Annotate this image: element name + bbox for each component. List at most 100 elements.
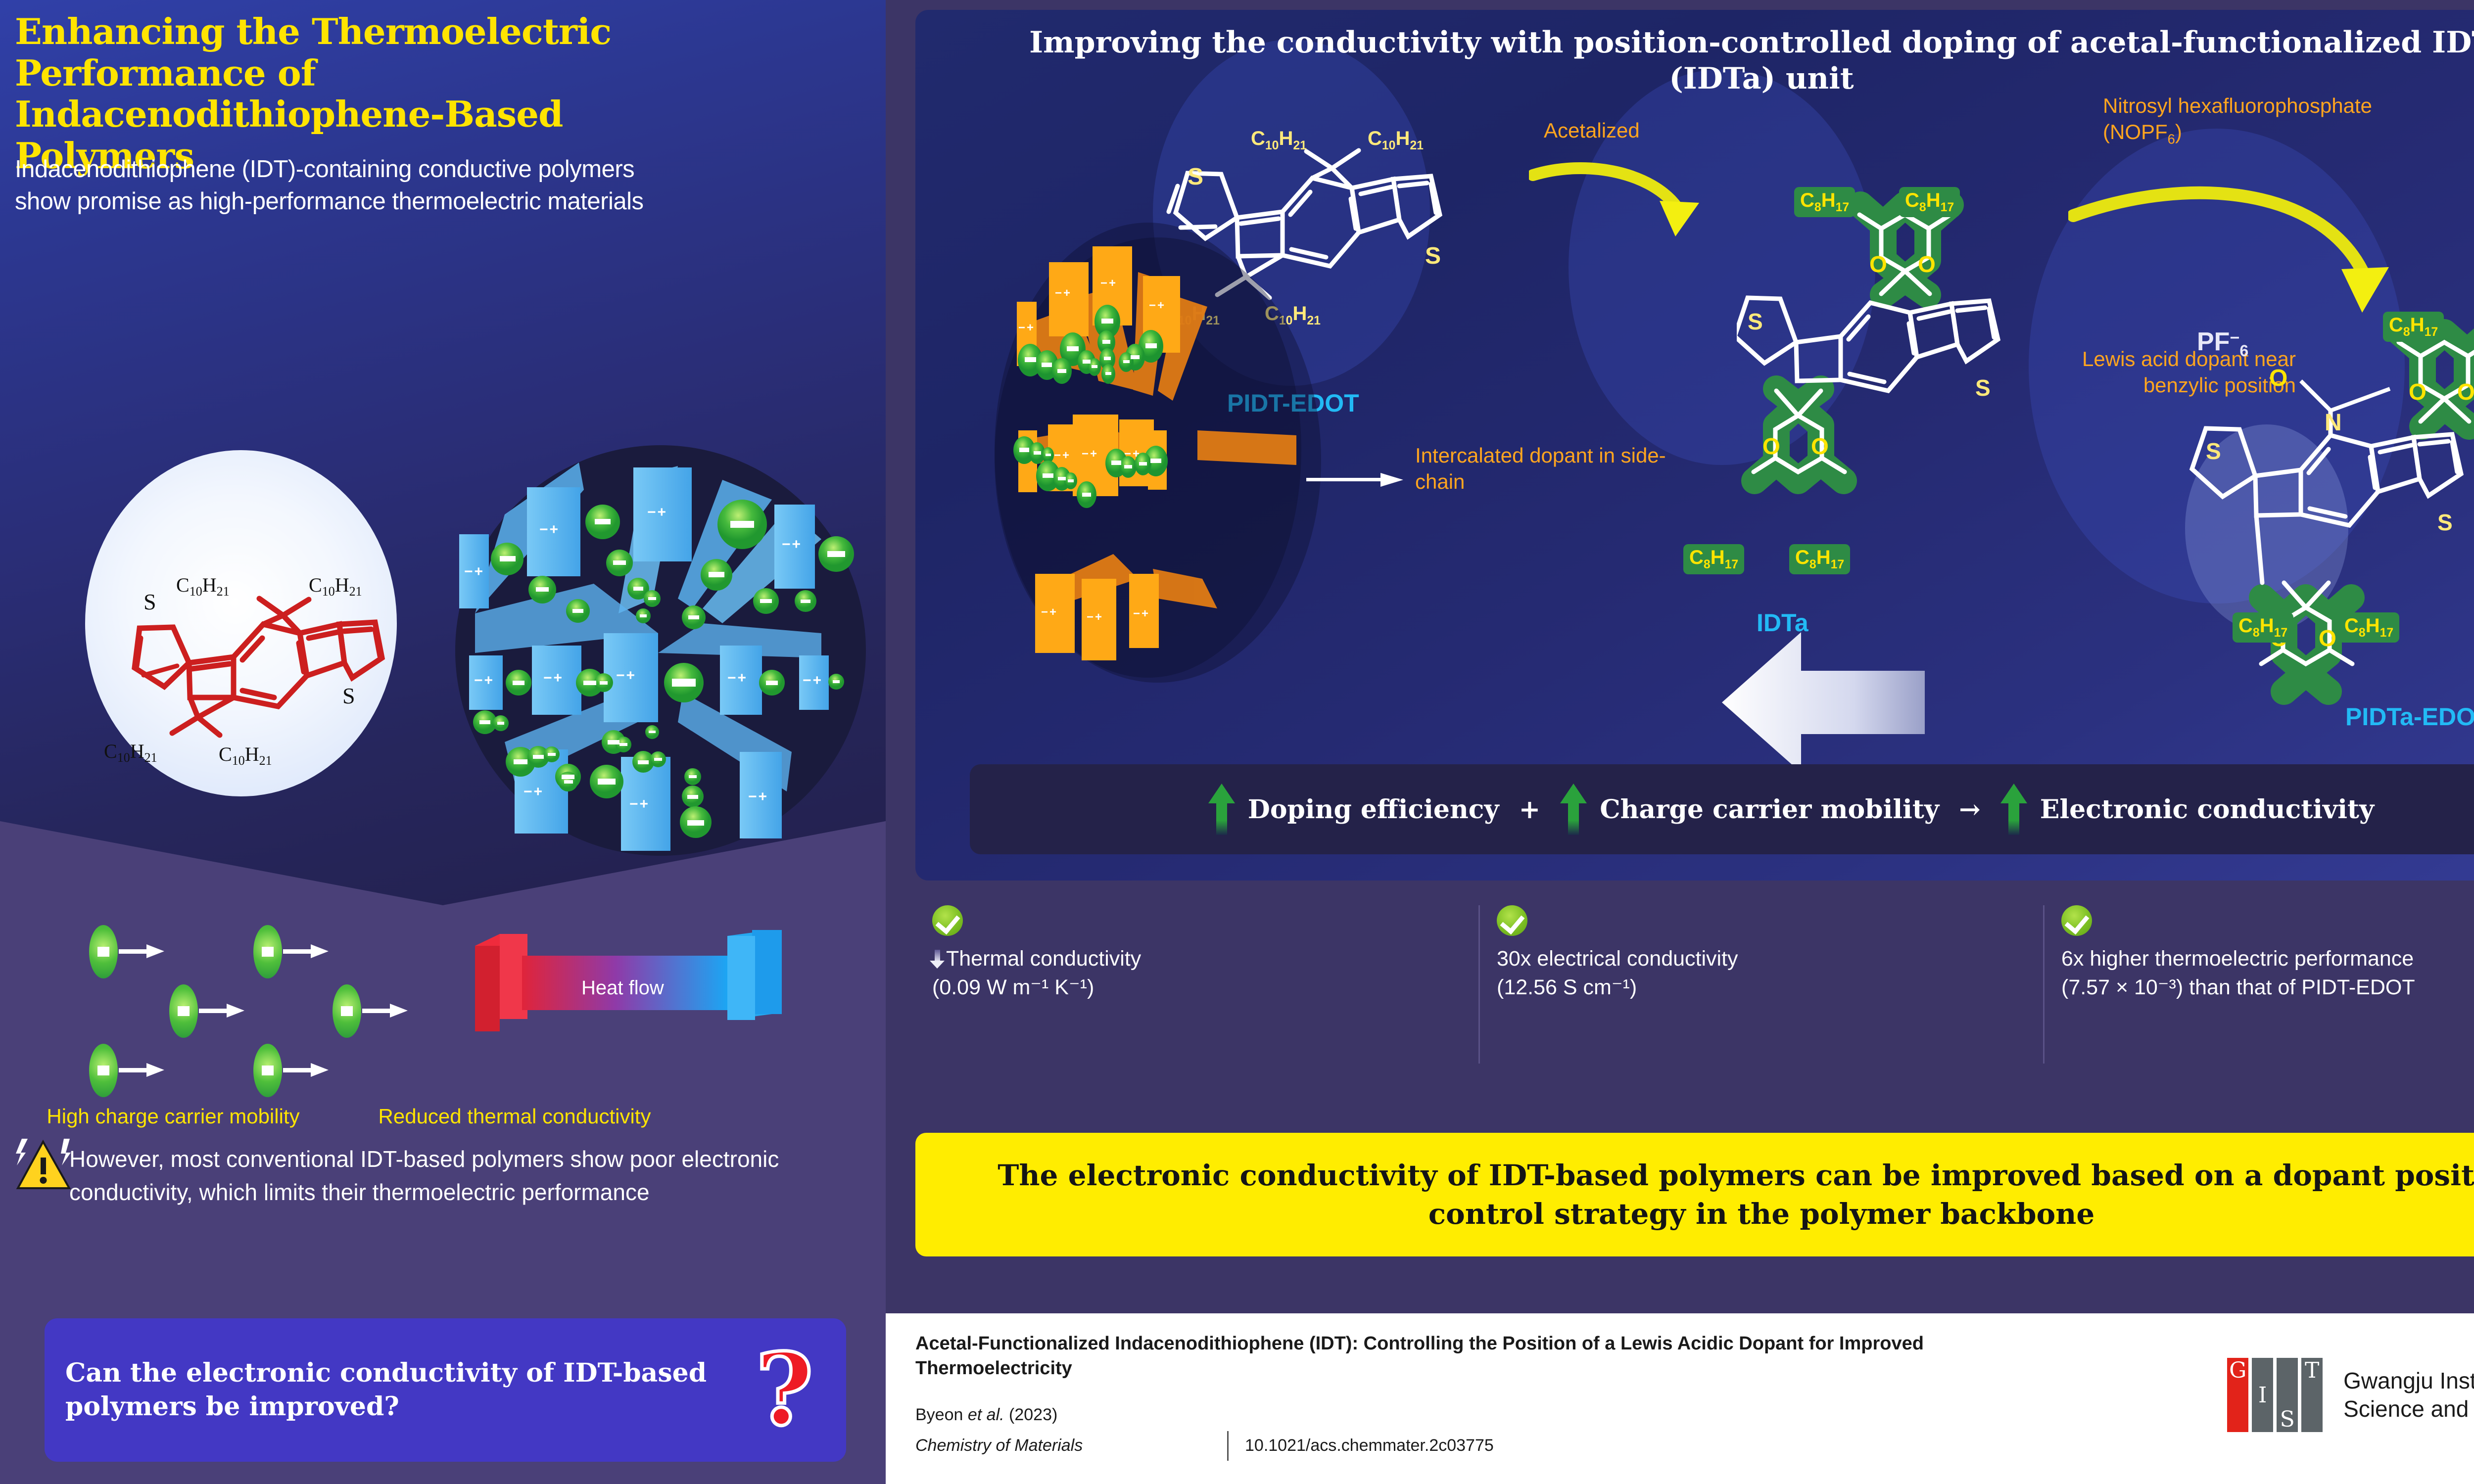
pointer-arrow-icon <box>1306 473 1403 487</box>
citation-authors: Byeon et al. (2023) <box>915 1405 1057 1425</box>
gist-name-line2: Science and Technology <box>2343 1396 2474 1422</box>
atom-label-s: S <box>1748 309 1763 334</box>
atom-label-o: O <box>2319 625 2336 651</box>
conclusion-banner: The electronic conductivity of IDT-based… <box>915 1133 2474 1256</box>
pidt-edot-structure <box>1166 148 1443 300</box>
svg-text:−+: −+ <box>543 670 564 686</box>
heat-flow-icon: Heat flow <box>475 930 802 1039</box>
gist-logo-mark: G I S T <box>2227 1358 2323 1432</box>
svg-text:−+: −+ <box>1087 610 1103 624</box>
author-etal: et al. <box>967 1405 1004 1424</box>
up-arrow-green-icon <box>2000 784 2027 835</box>
side-chain-label: C10H21 <box>219 743 272 768</box>
heat-flow-label: Heat flow <box>581 977 664 999</box>
down-arrow-icon <box>930 950 945 969</box>
panel-title: Improving the conductivity with position… <box>1029 25 2474 96</box>
atom-label-o: O <box>1869 251 1887 277</box>
svg-text:−+: −+ <box>474 672 494 689</box>
gist-letter-s: S <box>2277 1358 2298 1432</box>
warning-triangle-icon <box>15 1138 72 1192</box>
svg-text:−+: −+ <box>1041 605 1058 619</box>
result-line2: (7.57 × 10⁻³) than that of PIDT-EDOT <box>2061 975 2415 999</box>
counter-ion-label: PF−6 <box>2197 327 2248 360</box>
check-circle-icon <box>2061 905 2092 936</box>
gist-logo-name: Gwangju Institute of Science and Technol… <box>2343 1367 2474 1424</box>
idt-molecule-circle: S S C10H21 C10H21 C10H21 C10H21 <box>85 450 397 796</box>
molecule-label-idta: IDTa <box>1757 609 1808 637</box>
citation-footer: Acetal-Functionalized Indacenodithiophen… <box>886 1313 2474 1484</box>
polymer-cluster-graphic: −+ −+ −+ −+ −+ −+ −+ −+ −+ −+ −+ −+ <box>459 463 854 851</box>
side-chain-label: C8H17 <box>1899 187 1960 217</box>
results-row: Thermal conductivity (0.09 W m⁻¹ K⁻¹) 30… <box>915 905 2474 1064</box>
arrow-strip-label-mobility: Charge carrier mobility <box>1600 794 1940 825</box>
doi-text[interactable]: 10.1021/acs.chemmater.2c03775 <box>1245 1436 1494 1455</box>
reaction-label-nopf6: Nitrosyl hexafluorophosphate (NOPF6) <box>2103 94 2372 146</box>
atom-label-s: S <box>2206 438 2221 464</box>
svg-text:−+: −+ <box>629 796 650 812</box>
svg-text:−+: −+ <box>1054 449 1071 462</box>
svg-text:−+: −+ <box>803 672 823 689</box>
atom-label-s: S <box>1425 243 1441 269</box>
svg-text:−+: −+ <box>464 563 484 580</box>
svg-text:−+: −+ <box>1082 447 1098 461</box>
atom-label-o: O <box>2457 379 2474 405</box>
atom-label-s: S <box>2437 510 2453 535</box>
side-chain-label: C10H21 <box>104 740 157 765</box>
page-subtitle: Indacenodithiophene (IDT)-containing con… <box>15 156 644 215</box>
annotation-lewis-acid: Lewis acid dopant near benzylic position <box>2082 347 2296 397</box>
result-line1: Thermal conductivity <box>946 947 1142 971</box>
feature-caption-mobility: High charge carrier mobility <box>47 1105 300 1128</box>
publication-year: (2023) <box>1009 1405 1058 1424</box>
warning-text: However, most conventional IDT-based pol… <box>69 1146 779 1205</box>
left-panel: Enhancing the Thermoelectric Performance… <box>0 0 886 1484</box>
atom-label-s: S <box>143 589 156 614</box>
page-title: Enhancing the Thermoelectric Performance… <box>15 10 612 177</box>
svg-text:−+: −+ <box>523 784 544 800</box>
side-chain-label: C8H17 <box>1683 544 1745 574</box>
mechanism-panel: Improving the conductivity with position… <box>915 10 2474 881</box>
side-chain-label: C8H17 <box>1794 187 1856 217</box>
journal-name: Chemistry of Materials <box>915 1436 1083 1455</box>
check-circle-icon <box>932 905 963 936</box>
side-chain-label: C10H21 <box>176 574 230 599</box>
question-callout[interactable]: Can the electronic conductivity of IDT-b… <box>45 1318 846 1462</box>
arrow-strip-label-doping: Doping efficiency <box>1247 794 1499 825</box>
gist-letter-g: G <box>2227 1358 2249 1432</box>
atom-label-s: S <box>1975 375 1991 401</box>
atom-label-o: O <box>1811 433 1829 459</box>
atom-label-o: O <box>2409 379 2426 405</box>
feature-caption-thermal: Reduced thermal conductivity <box>378 1105 651 1128</box>
molecule-label-pidt-edot: PIDT-EDOT <box>1227 389 1359 417</box>
citation-divider <box>1227 1431 1229 1461</box>
atom-label-s: S <box>1188 164 1204 190</box>
summary-arrow-strip: Doping efficiency + Charge carrier mobil… <box>970 764 2474 854</box>
svg-text:−+: −+ <box>1055 286 1072 300</box>
result-line1: 6x higher thermoelectric performance <box>2061 947 2414 971</box>
result-line2: (0.09 W m⁻¹ K⁻¹) <box>932 975 1094 999</box>
result-text: Thermal conductivity (0.09 W m⁻¹ K⁻¹) <box>930 945 1462 1002</box>
atom-label-o: O <box>1918 251 1936 277</box>
up-arrow-green-icon <box>1208 784 1235 835</box>
idta-structure: O O O O S S <box>1737 191 2001 494</box>
arrow-strip-operator-plus: + <box>1519 794 1541 825</box>
atom-label-o: O <box>2269 365 2287 391</box>
result-text: 30x electrical conductivity (12.56 S cm⁻… <box>1497 945 2026 1002</box>
svg-text:−+: −+ <box>782 536 802 553</box>
result-item: 30x electrical conductivity (12.56 S cm⁻… <box>1478 905 2043 1064</box>
curved-arrow-icon <box>1529 162 1699 236</box>
gist-letter-i: I <box>2252 1358 2274 1432</box>
side-chain-label: C10H21 <box>1368 128 1424 152</box>
result-text: 6x higher thermoelectric performance (7.… <box>2061 945 2474 1002</box>
question-text: Can the electronic conductivity of IDT-b… <box>65 1358 707 1422</box>
up-arrow-green-icon <box>1560 784 1587 835</box>
arrow-strip-operator-implies: → <box>1959 794 1981 825</box>
svg-text:−+: −+ <box>616 667 636 684</box>
atom-label-n: N <box>2325 410 2342 436</box>
annotation-intercalated: Intercalated dopant in side-chain <box>1415 444 1666 493</box>
side-chain-label: C8H17 <box>1789 544 1851 574</box>
doped-polymer-cluster: −+−+ −+−+ −+−+ −+−+ −+−+ −+−+ <box>1013 246 1296 660</box>
side-chain-label: C10H21 <box>1265 303 1321 327</box>
svg-text:−+: −+ <box>727 670 748 686</box>
result-line2: (12.56 S cm⁻¹) <box>1497 975 1637 999</box>
